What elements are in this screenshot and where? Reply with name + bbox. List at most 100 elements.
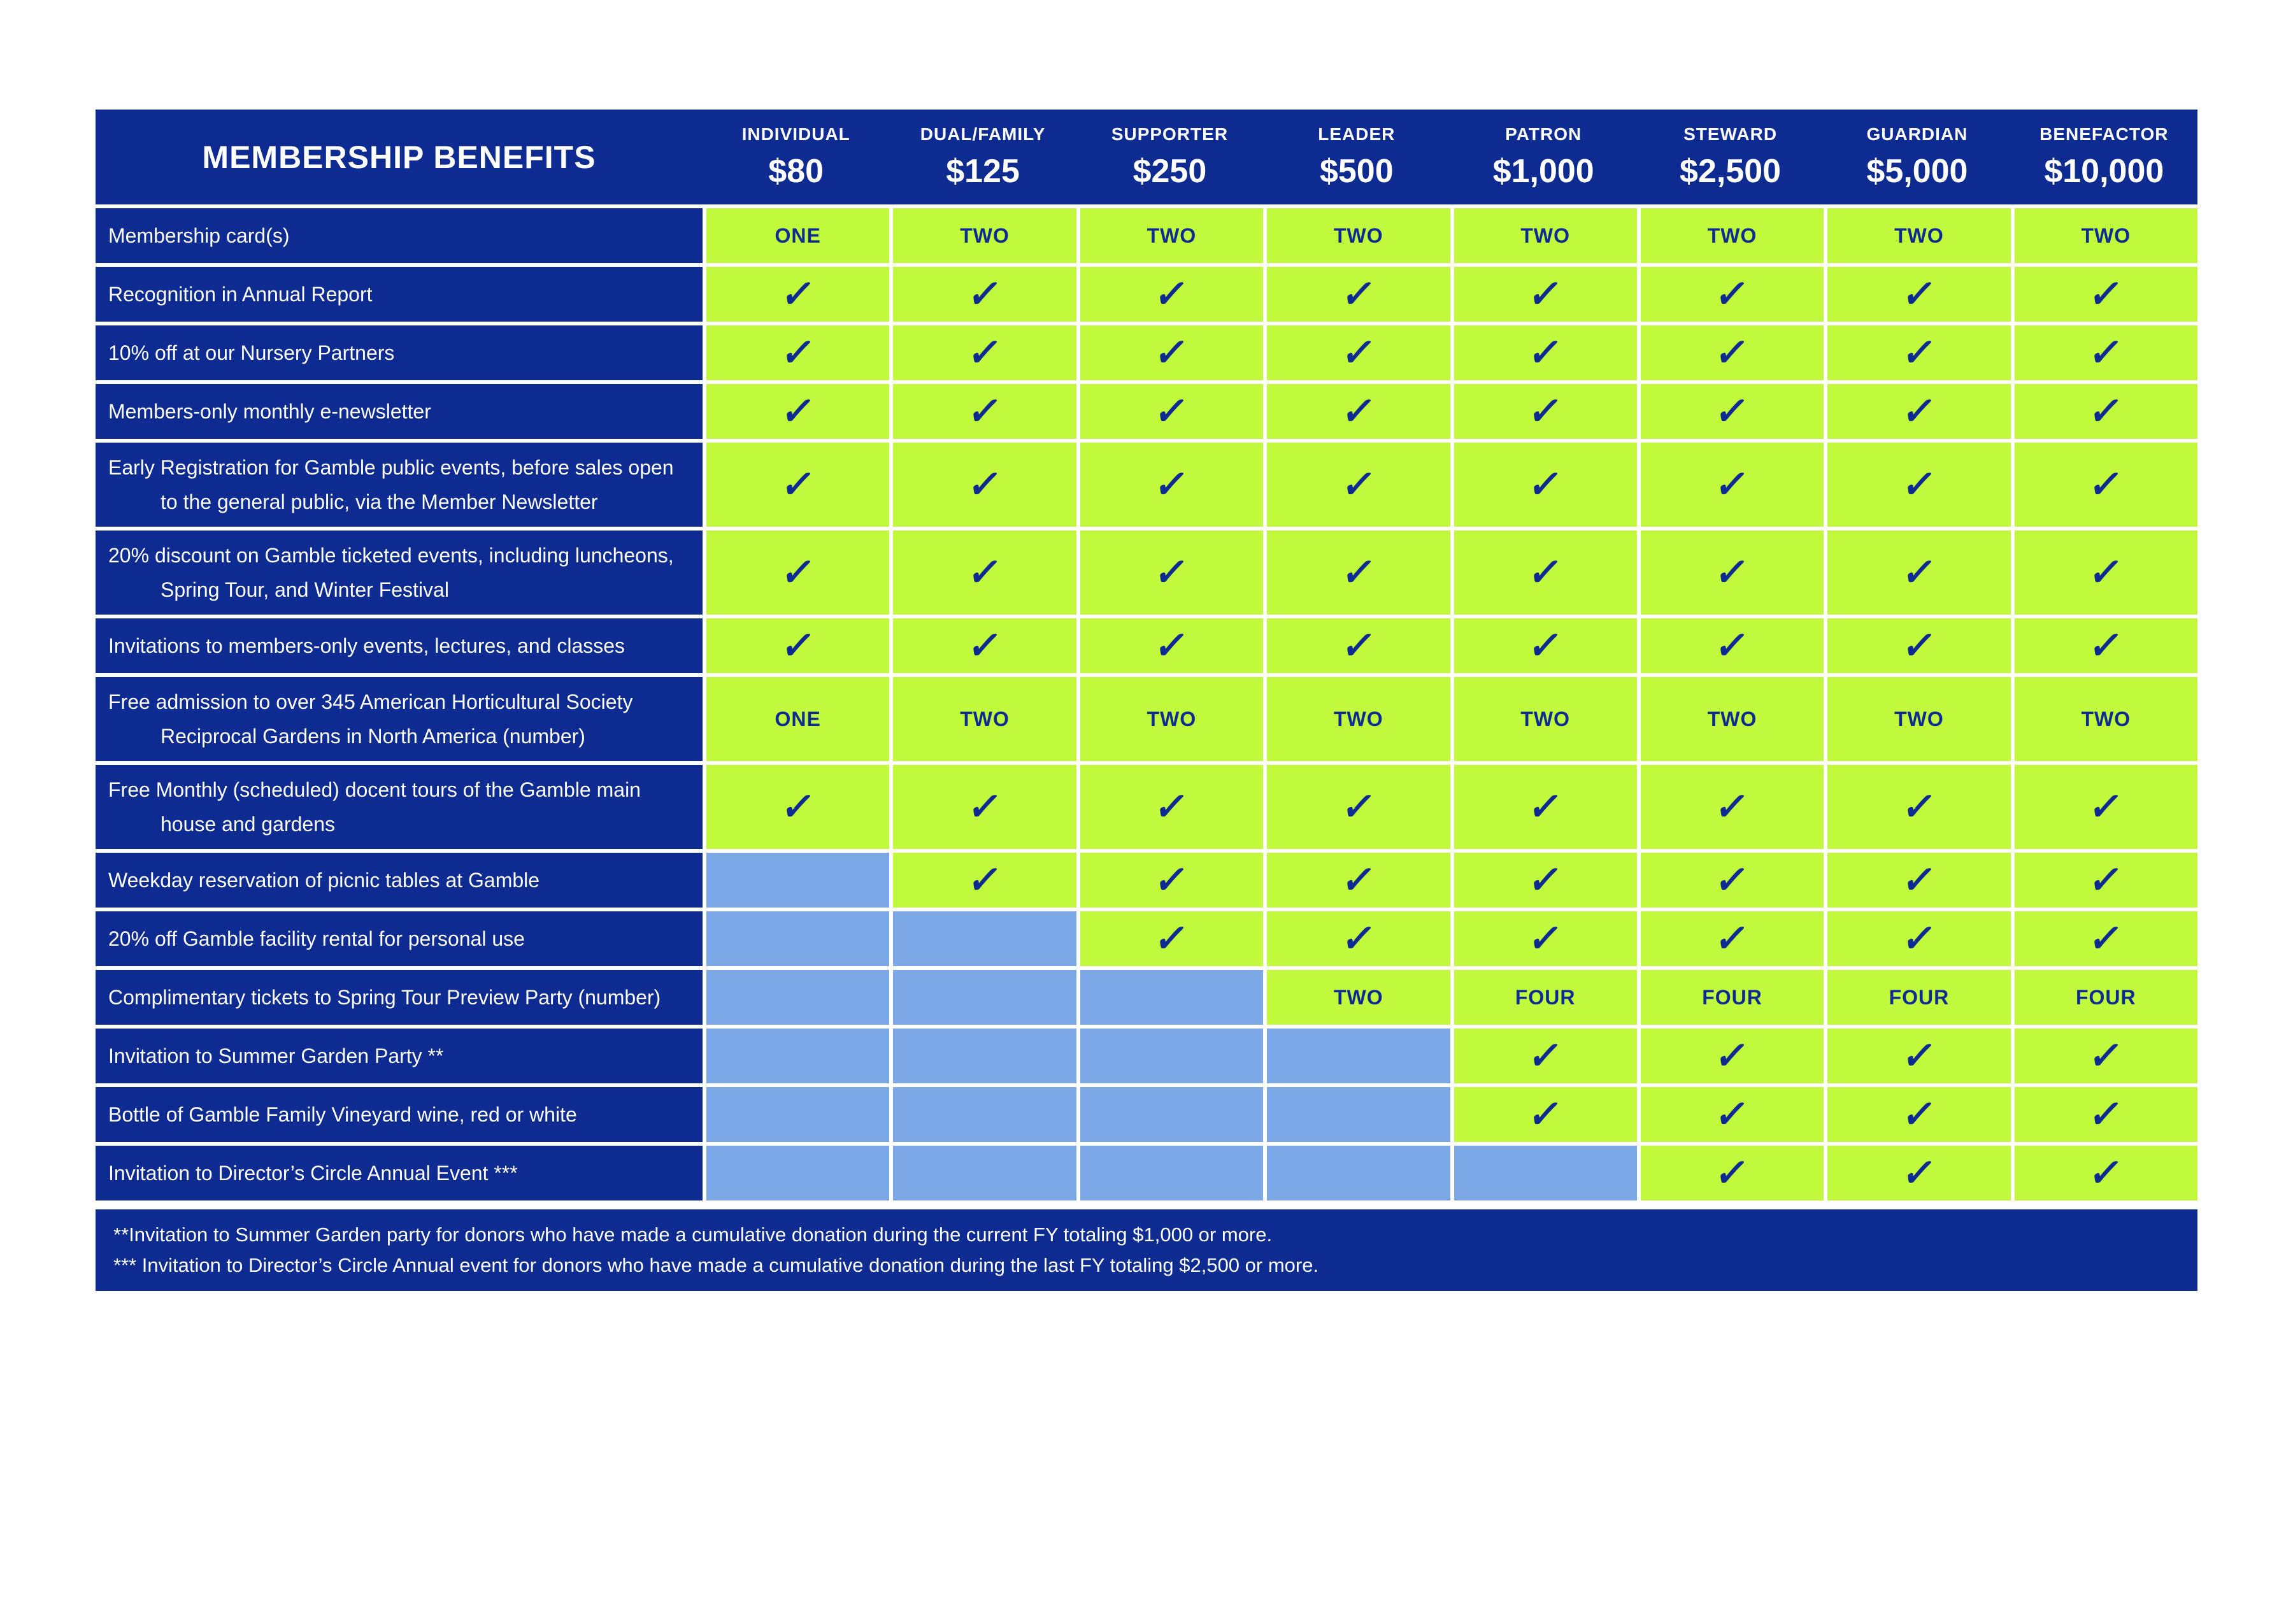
check-icon: ✓ — [1338, 331, 1378, 374]
benefit-row-label: Members-only monthly e-newsletter — [96, 384, 703, 439]
benefit-cell-value: TWO — [893, 677, 1076, 761]
benefit-cell: ✓ — [1267, 443, 1450, 527]
benefit-cell-value: TWO — [1640, 208, 1824, 263]
benefit-row-label: 20% off Gamble facility rental for perso… — [96, 911, 703, 966]
benefit-cell-value: FOUR — [1454, 970, 1637, 1025]
check-icon: ✓ — [1525, 917, 1566, 960]
benefit-cell: ✓ — [1827, 443, 2011, 527]
benefit-cell-empty — [706, 1087, 890, 1142]
benefit-cell: ✓ — [1827, 765, 2011, 849]
benefit-cell-value: ONE — [706, 208, 890, 263]
benefit-cell: ✓ — [893, 325, 1076, 380]
benefit-row-label-text: 20% discount on Gamble ticketed events, … — [108, 544, 674, 601]
check-icon: ✓ — [1899, 463, 1939, 506]
check-icon: ✓ — [965, 331, 1005, 374]
tier-header-individual: INDIVIDUAL $80 — [703, 124, 889, 190]
benefit-row-label: Early Registration for Gamble public eve… — [96, 443, 703, 527]
check-icon: ✓ — [1899, 785, 1939, 828]
check-icon: ✓ — [1338, 551, 1378, 594]
benefit-cell-empty — [1080, 1029, 1264, 1083]
tier-name: STEWARD — [1683, 124, 1778, 144]
check-icon: ✓ — [778, 463, 818, 506]
benefit-row-label-text: Complimentary tickets to Spring Tour Pre… — [108, 986, 661, 1009]
check-icon: ✓ — [1338, 463, 1378, 506]
check-icon: ✓ — [1712, 624, 1752, 667]
check-icon: ✓ — [1152, 463, 1192, 506]
check-icon: ✓ — [965, 785, 1005, 828]
tier-header-leader: LEADER $500 — [1263, 124, 1450, 190]
benefit-row-label-text: Invitation to Director’s Circle Annual E… — [108, 1162, 518, 1185]
check-icon: ✓ — [1899, 331, 1939, 374]
benefit-cell-value: TWO — [1827, 208, 2011, 263]
benefit-row-label: Weekday reservation of picnic tables at … — [96, 853, 703, 908]
benefit-row-label: Free admission to over 345 American Hort… — [96, 677, 703, 761]
benefit-cell: ✓ — [1080, 325, 1264, 380]
check-icon: ✓ — [2086, 463, 2126, 506]
check-icon: ✓ — [1525, 390, 1566, 432]
check-icon: ✓ — [778, 390, 818, 432]
benefit-cell: ✓ — [1827, 267, 2011, 322]
benefit-cell: ✓ — [2014, 1029, 2197, 1083]
benefit-cell: ✓ — [1267, 911, 1450, 966]
tier-price: $80 — [768, 152, 824, 190]
benefit-cell-value: TWO — [1454, 677, 1637, 761]
benefit-cell: ✓ — [1454, 853, 1637, 908]
benefit-cell: ✓ — [1827, 531, 2011, 615]
tier-header-steward: STEWARD $2,500 — [1637, 124, 1824, 190]
benefit-row-label: Recognition in Annual Report — [96, 267, 703, 322]
benefit-cell: ✓ — [2014, 443, 2197, 527]
benefit-cell: ✓ — [1267, 618, 1450, 673]
benefit-cell: ✓ — [1454, 1087, 1637, 1142]
check-icon: ✓ — [1712, 273, 1752, 315]
benefit-row-label: Invitations to members-only events, lect… — [96, 618, 703, 673]
tier-name: BENEFACTOR — [2039, 124, 2169, 144]
benefit-row-label-text: Free admission to over 345 American Hort… — [108, 690, 633, 748]
check-icon: ✓ — [2086, 1093, 2126, 1136]
benefit-cell: ✓ — [1640, 267, 1824, 322]
check-icon: ✓ — [2086, 273, 2126, 315]
check-icon: ✓ — [965, 390, 1005, 432]
benefit-cell: ✓ — [706, 325, 890, 380]
benefit-cell: ✓ — [1080, 765, 1264, 849]
tier-price: $1,000 — [1492, 152, 1594, 190]
benefit-row-label-text: Membership card(s) — [108, 224, 290, 247]
check-icon: ✓ — [1712, 1034, 1752, 1077]
check-icon: ✓ — [1338, 273, 1378, 315]
check-icon: ✓ — [965, 273, 1005, 315]
benefit-row-label-text: Recognition in Annual Report — [108, 283, 373, 306]
benefit-cell-empty — [893, 1029, 1076, 1083]
check-icon: ✓ — [1152, 390, 1192, 432]
check-icon: ✓ — [1712, 858, 1752, 901]
tier-header-guardian: GUARDIAN $5,000 — [1824, 124, 2010, 190]
check-icon: ✓ — [1712, 1151, 1752, 1194]
benefit-cell: ✓ — [2014, 267, 2197, 322]
benefit-cell: ✓ — [2014, 384, 2197, 439]
check-icon: ✓ — [965, 858, 1005, 901]
benefit-cell-empty — [893, 970, 1076, 1025]
tier-name: SUPPORTER — [1111, 124, 1229, 144]
benefit-row-label: 10% off at our Nursery Partners — [96, 325, 703, 380]
benefit-cell: ✓ — [2014, 325, 2197, 380]
benefit-cell: ✓ — [2014, 1146, 2197, 1200]
benefit-cell: ✓ — [706, 267, 890, 322]
benefit-cell: ✓ — [1267, 853, 1450, 908]
benefit-cell-value: FOUR — [1827, 970, 2011, 1025]
check-icon: ✓ — [2086, 331, 2126, 374]
benefit-cell: ✓ — [1080, 267, 1264, 322]
benefit-cell: ✓ — [1640, 765, 1824, 849]
check-icon: ✓ — [965, 463, 1005, 506]
check-icon: ✓ — [1525, 785, 1566, 828]
benefit-cell: ✓ — [893, 443, 1076, 527]
benefit-cell: ✓ — [2014, 618, 2197, 673]
check-icon: ✓ — [1712, 917, 1752, 960]
benefit-cell: ✓ — [1640, 1146, 1824, 1200]
benefit-row-label: 20% discount on Gamble ticketed events, … — [96, 531, 703, 615]
tier-name: LEADER — [1318, 124, 1396, 144]
benefit-cell-empty — [1267, 1029, 1450, 1083]
table-body: Membership card(s) ONE TWO TWO TWO TWO TWO TWO T… — [96, 208, 2197, 1200]
benefit-cell: ✓ — [893, 267, 1076, 322]
check-icon: ✓ — [1899, 551, 1939, 594]
check-icon: ✓ — [1525, 624, 1566, 667]
benefit-cell-empty — [1454, 1146, 1637, 1200]
benefit-cell: ✓ — [1827, 1146, 2011, 1200]
